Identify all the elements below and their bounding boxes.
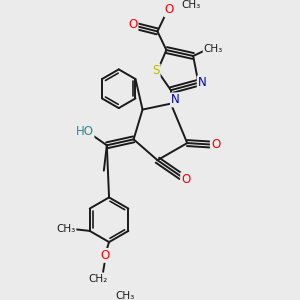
Text: O: O (165, 3, 174, 16)
Text: CH₃: CH₃ (116, 291, 135, 300)
Text: O: O (211, 138, 220, 151)
Text: CH₃: CH₃ (56, 224, 76, 234)
Text: CH₃: CH₃ (181, 0, 201, 11)
Text: O: O (128, 18, 137, 31)
Text: N: N (171, 93, 180, 106)
Text: O: O (101, 249, 110, 262)
Text: N: N (198, 76, 206, 89)
Text: S: S (152, 64, 160, 77)
Text: CH₃: CH₃ (204, 44, 223, 53)
Text: O: O (181, 173, 190, 186)
Text: HO: HO (76, 125, 94, 138)
Text: CH₂: CH₂ (88, 274, 107, 284)
